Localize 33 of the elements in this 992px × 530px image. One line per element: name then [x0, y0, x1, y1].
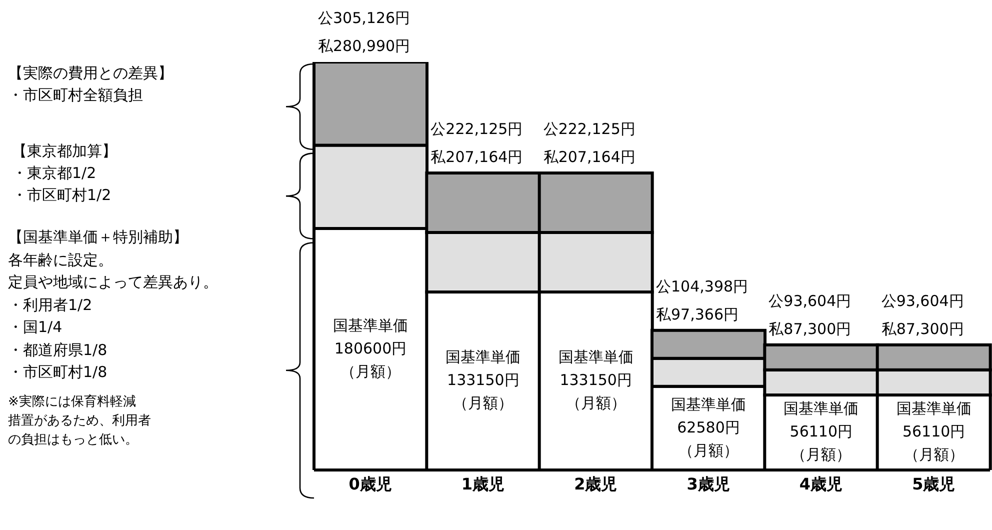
text: ・東京都1/2 — [12, 164, 96, 182]
text: 措置があるため、利用者 — [8, 414, 151, 429]
data-label: 国基準単価62580円（月額） — [671, 395, 746, 460]
text: ・市区町村全額負担 — [8, 86, 143, 104]
x-tick-label: 1歳児 — [461, 474, 505, 494]
text: ・都道府県1/8 — [8, 341, 108, 360]
text: ・利用者1/2 — [8, 296, 92, 314]
data-label: 国基準単価56110円（月額） — [896, 400, 972, 464]
total-label: 公93,604円私87,300円 — [881, 292, 964, 338]
total-label: 公104,398円私97,366円 — [656, 278, 748, 324]
text: ・国1/4 — [8, 318, 62, 336]
text: 定員や地域によって差異あり。 — [8, 273, 218, 292]
text: 【実際の費用との差異】 — [8, 64, 173, 82]
data-label: 国基準単価133150円（月額） — [558, 348, 634, 412]
data-label: 国基準単価180600円（月額） — [333, 316, 408, 380]
total-label: 公222,125円私207,164円 — [430, 120, 523, 166]
total-label: 公305,126円私280,990円 — [318, 9, 410, 56]
text: ※実際には保育料軽減 — [8, 394, 136, 410]
text: ・市区町村1/8 — [8, 363, 108, 382]
data-label: 国基準単価133150円（月額） — [446, 348, 521, 412]
x-tick-label: 2歳児 — [574, 474, 618, 494]
text: 【国基準単価＋特別補助】 — [8, 228, 188, 246]
text: ・市区町村1/2 — [12, 186, 112, 204]
total-label: 公93,604円私87,300円 — [768, 292, 852, 338]
text: 【東京都加算】 — [12, 142, 117, 160]
total-label: 公222,125円私207,164円 — [543, 120, 636, 166]
x-tick-label: 5歳児 — [912, 474, 956, 494]
text: 各年齢に設定。 — [8, 251, 113, 270]
x-tick-label: 4歳児 — [799, 474, 843, 494]
data-label: 国基準単価56110円（月額） — [784, 400, 859, 464]
x-tick-label: 0歳児 — [348, 474, 392, 494]
text: の負担はもっと低い。 — [8, 432, 138, 448]
x-tick-label: 3歳児 — [686, 474, 730, 494]
